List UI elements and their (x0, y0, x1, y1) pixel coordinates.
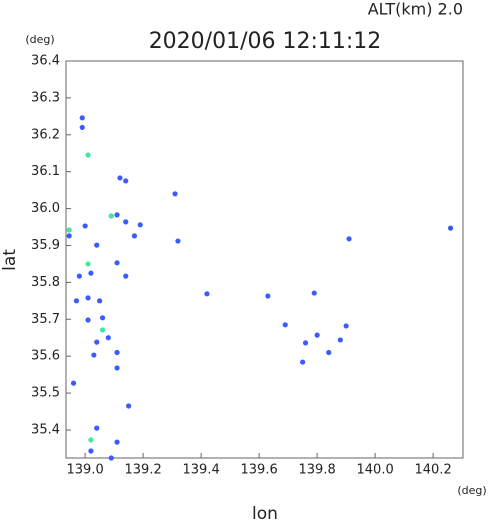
echo-point (137, 222, 143, 228)
y-tick-label: 35.4 (31, 422, 60, 437)
y-tick-label: 35.7 (31, 312, 60, 327)
echo-point (88, 437, 94, 443)
y-tick-label: 36.0 (31, 201, 60, 216)
y-tick-label: 35.5 (31, 386, 60, 401)
plot-frame (65, 60, 464, 459)
echo-point (326, 349, 332, 356)
echo-point (346, 236, 352, 242)
echo-point (302, 340, 309, 346)
x-tick-label: 139.0 (67, 463, 104, 478)
echo-point (70, 380, 77, 386)
echo-point (94, 425, 100, 431)
echo-point (314, 332, 320, 338)
x-tick-label: 139.4 (183, 463, 220, 478)
echo-point (94, 242, 100, 248)
echo-point (97, 298, 103, 304)
echo-point (265, 293, 271, 299)
echo-point (123, 178, 129, 184)
y-unit: (deg) (25, 33, 54, 46)
echo-point (91, 352, 97, 358)
echo-point (114, 365, 120, 371)
echo-point (117, 175, 123, 181)
echo-point (114, 439, 120, 445)
x-tick-label: 139.8 (299, 463, 336, 478)
echo-point (99, 327, 106, 333)
echo-point (126, 403, 132, 409)
echo-point (85, 152, 91, 158)
y-tick-label: 35.6 (31, 349, 60, 364)
echo-point (99, 315, 106, 321)
echo-point (85, 295, 91, 301)
y-tick-label: 36.4 (31, 54, 60, 69)
echo-point (114, 349, 120, 356)
echo-point (114, 260, 120, 266)
echo-point (300, 359, 306, 365)
x-tick-label: 140.0 (357, 463, 394, 478)
x-unit: (deg) (457, 484, 486, 497)
echo-point (76, 273, 82, 279)
y-tick-label: 36.3 (31, 90, 60, 105)
echo-point (108, 213, 114, 219)
echo-point (94, 339, 100, 345)
echo-point (66, 227, 72, 233)
echo-point (311, 290, 317, 296)
echo-point (123, 219, 129, 225)
echo-point (66, 233, 72, 239)
altitude-label: ALT(km) 2.0 (368, 0, 463, 19)
chart-title: 2020/01/06 12:11:12 (149, 29, 382, 54)
y-tick-label: 35.9 (31, 238, 60, 253)
echo-point (114, 212, 120, 218)
echo-point (282, 322, 288, 328)
echo-point (343, 323, 349, 329)
echo-point (88, 448, 94, 454)
y-tick-label: 35.8 (31, 275, 60, 290)
echo-point (79, 124, 85, 131)
x-tick-label: 139.6 (241, 463, 278, 478)
echo-point (172, 191, 178, 197)
echo-point (85, 317, 91, 323)
echo-point (131, 233, 138, 239)
echo-point (123, 273, 129, 279)
x-tick-label: 139.2 (125, 463, 162, 478)
echo-point (88, 270, 94, 276)
echo-point (105, 335, 111, 341)
y-axis-label: lat (0, 249, 20, 271)
echo-point (82, 223, 88, 229)
echo-point (447, 225, 454, 231)
x-axis-label: lon (252, 504, 278, 521)
echo-point (79, 115, 85, 121)
echo-point (204, 291, 210, 297)
echo-point (73, 298, 80, 304)
y-tick-label: 36.1 (31, 164, 60, 179)
echo-point (175, 238, 181, 244)
echo-point (337, 337, 343, 343)
y-tick-label: 36.2 (31, 127, 60, 142)
x-tick-label: 140.2 (415, 463, 452, 478)
echo-point (85, 261, 91, 267)
echo-point (108, 455, 114, 461)
